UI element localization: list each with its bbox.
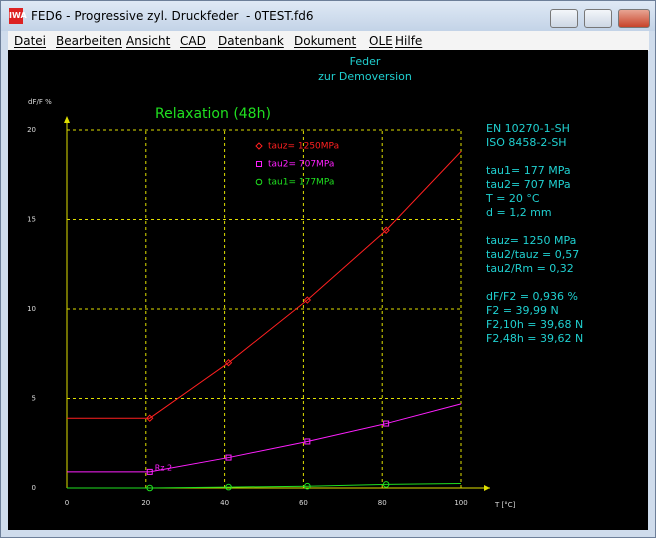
legend-label: tauz= 1250MPa: [268, 142, 339, 152]
info-text: ISO 8458-2-SH: [486, 136, 567, 149]
series-line: [67, 483, 462, 489]
window-title: FED6 - Progressive zyl. Druckfeder - 0TE…: [31, 9, 314, 23]
menu-item[interactable]: Bearbeiten: [56, 34, 122, 48]
menu-item[interactable]: Dokument: [294, 34, 357, 48]
y-tick-label: 0: [32, 484, 36, 492]
info-text: d = 1,2 mm: [486, 206, 552, 219]
x-axis-arrow: [484, 485, 490, 491]
y-tick-label: 10: [27, 305, 36, 313]
info-text: tau2/tauz = 0,57: [486, 248, 579, 261]
legend-marker: [255, 178, 263, 186]
marker: [146, 468, 153, 475]
info-text: tau2= 707 MPa: [486, 178, 571, 191]
marker: [304, 482, 311, 490]
marker: [224, 358, 233, 367]
marker: [382, 226, 390, 234]
legend-marker: [256, 161, 262, 167]
info-text: F2,10h = 39,68 N: [486, 318, 583, 331]
header-text: zur Demoversion: [318, 70, 412, 83]
legend-label: tau1= 177MPa: [268, 178, 334, 188]
x-tick-label: 100: [454, 499, 467, 507]
menu-item[interactable]: Datenbank: [218, 34, 284, 48]
y-axis-label: dF/F %: [28, 98, 52, 106]
marker: [382, 481, 390, 488]
title-bar: IWA FED6 - Progressive zyl. Druckfeder -…: [1, 1, 655, 31]
marker: [383, 420, 390, 427]
x-tick-label: 40: [220, 499, 229, 507]
marker: [146, 414, 154, 422]
marker: [225, 454, 232, 461]
info-text: T = 20 °C: [485, 192, 540, 205]
info-text: F2 = 39,99 N: [486, 304, 559, 317]
info-text: dF/F2 = 0,936 %: [486, 290, 578, 303]
x-tick-label: 60: [299, 499, 308, 507]
y-tick-label: 5: [32, 395, 36, 403]
info-text: F2,48h = 39,62 N: [486, 332, 583, 345]
menu-item[interactable]: Ansicht: [126, 34, 171, 48]
maximize-button[interactable]: [584, 9, 612, 28]
info-text: tau1= 177 MPa: [486, 164, 571, 177]
menu-item[interactable]: Hilfe: [395, 34, 423, 48]
menu-bar: Datei Bearbeiten Ansicht CAD Datenbank Dokume…: [8, 31, 649, 51]
x-axis-label: T [°C]: [494, 501, 516, 509]
menu-item[interactable]: CAD: [180, 34, 206, 48]
x-tick-label: 20: [141, 499, 150, 507]
chart-title: Relaxation (48h): [155, 106, 271, 122]
series-line: [67, 403, 462, 473]
marker: [146, 484, 154, 492]
info-text: tauz= 1250 MPa: [486, 234, 576, 247]
app-icon: IWA: [9, 8, 27, 24]
close-button[interactable]: [618, 9, 650, 28]
marker: [225, 483, 232, 491]
marker: [304, 438, 311, 445]
legend-marker: [255, 142, 263, 150]
minimize-button[interactable]: [550, 9, 578, 28]
x-tick-label: 0: [65, 499, 69, 507]
legend-label: tau2= 707MPa: [268, 160, 334, 170]
series-line: [67, 151, 462, 419]
y-axis-arrow: [64, 116, 70, 123]
info-text: tau2/Rm = 0,32: [486, 262, 574, 275]
info-text: EN 10270-1-SH: [486, 122, 570, 135]
annotation: Rz 2: [155, 463, 172, 472]
x-tick-label: 80: [378, 499, 387, 507]
marker: [303, 296, 312, 304]
menu-item[interactable]: OLE: [369, 34, 393, 48]
y-tick-label: 20: [27, 126, 36, 134]
header-text: Feder: [350, 55, 381, 68]
y-tick-label: 15: [27, 216, 36, 224]
menu-item[interactable]: Datei: [14, 34, 47, 48]
